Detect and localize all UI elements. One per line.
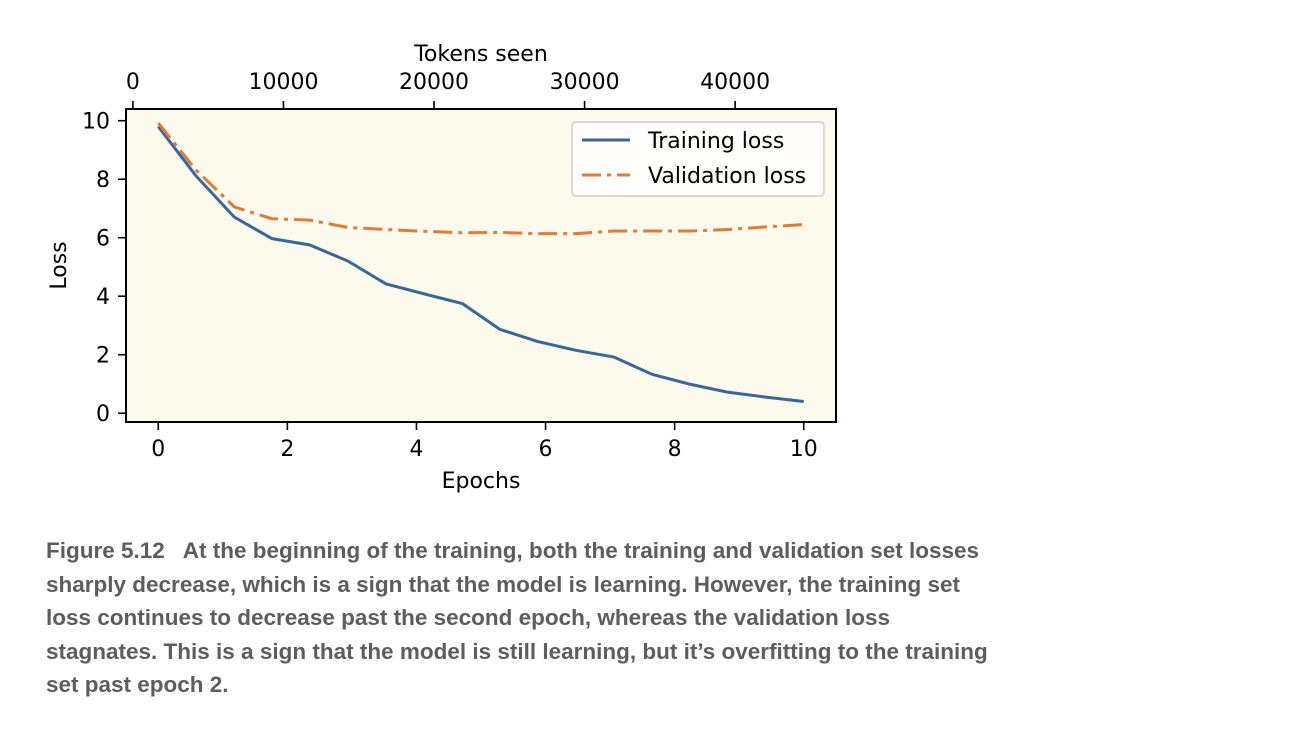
loss-chart-figure: 0 2 4 6 8 10 0 2 4 6 8 10 0 10000 20000 30000 40000 Epoc… bbox=[47, 42, 837, 494]
y-tick-label: 10 bbox=[82, 110, 110, 135]
x-tick-label: 6 bbox=[539, 437, 553, 462]
legend-box bbox=[571, 121, 825, 197]
loss-chart: 0 2 4 6 8 10 0 2 4 6 8 10 0 10000 20000 30000 40000 Epoc… bbox=[47, 42, 837, 494]
x-tick-label: 2 bbox=[280, 437, 294, 462]
legend-validation-label: Validation loss bbox=[648, 164, 806, 189]
caption-text: At the beginning of the training, both t… bbox=[46, 538, 988, 697]
y-tick-label: 4 bbox=[96, 285, 110, 310]
top-x-tick-label: 20000 bbox=[399, 70, 469, 95]
validation-loss-line bbox=[157, 122, 804, 236]
x-tick-label: 0 bbox=[151, 437, 165, 462]
y-tick-label: 8 bbox=[96, 168, 110, 193]
x-axis-label: Epochs bbox=[442, 469, 521, 494]
top-x-tick-label: 0 bbox=[126, 70, 140, 95]
top-x-tick-label: 40000 bbox=[700, 70, 770, 95]
top-x-tick-label: 10000 bbox=[248, 70, 318, 95]
y-tick-label: 2 bbox=[96, 344, 110, 369]
legend-training-label: Training loss bbox=[647, 129, 784, 154]
plot-frame bbox=[125, 108, 837, 423]
x-tick-label: 8 bbox=[668, 437, 682, 462]
x-tick-label: 4 bbox=[409, 437, 423, 462]
x-tick-label: 10 bbox=[790, 437, 818, 462]
legend: Training loss Validation loss bbox=[571, 121, 825, 197]
y-tick-label: 6 bbox=[96, 227, 110, 252]
y-axis-label: Loss bbox=[47, 241, 72, 289]
series-layer bbox=[157, 122, 804, 404]
ticks-layer: 0 2 4 6 8 10 0 2 4 6 8 10 0 10000 20000 30000 40000 bbox=[82, 70, 818, 462]
figure-caption: Figure 5.12 At the beginning of the train… bbox=[46, 534, 1006, 702]
top-x-tick-label: 30000 bbox=[550, 70, 620, 95]
y-tick-label: 0 bbox=[96, 402, 110, 427]
training-loss-line bbox=[157, 125, 804, 404]
top-x-axis-label: Tokens seen bbox=[413, 42, 548, 67]
figure-number: Figure 5.12 bbox=[46, 538, 165, 563]
